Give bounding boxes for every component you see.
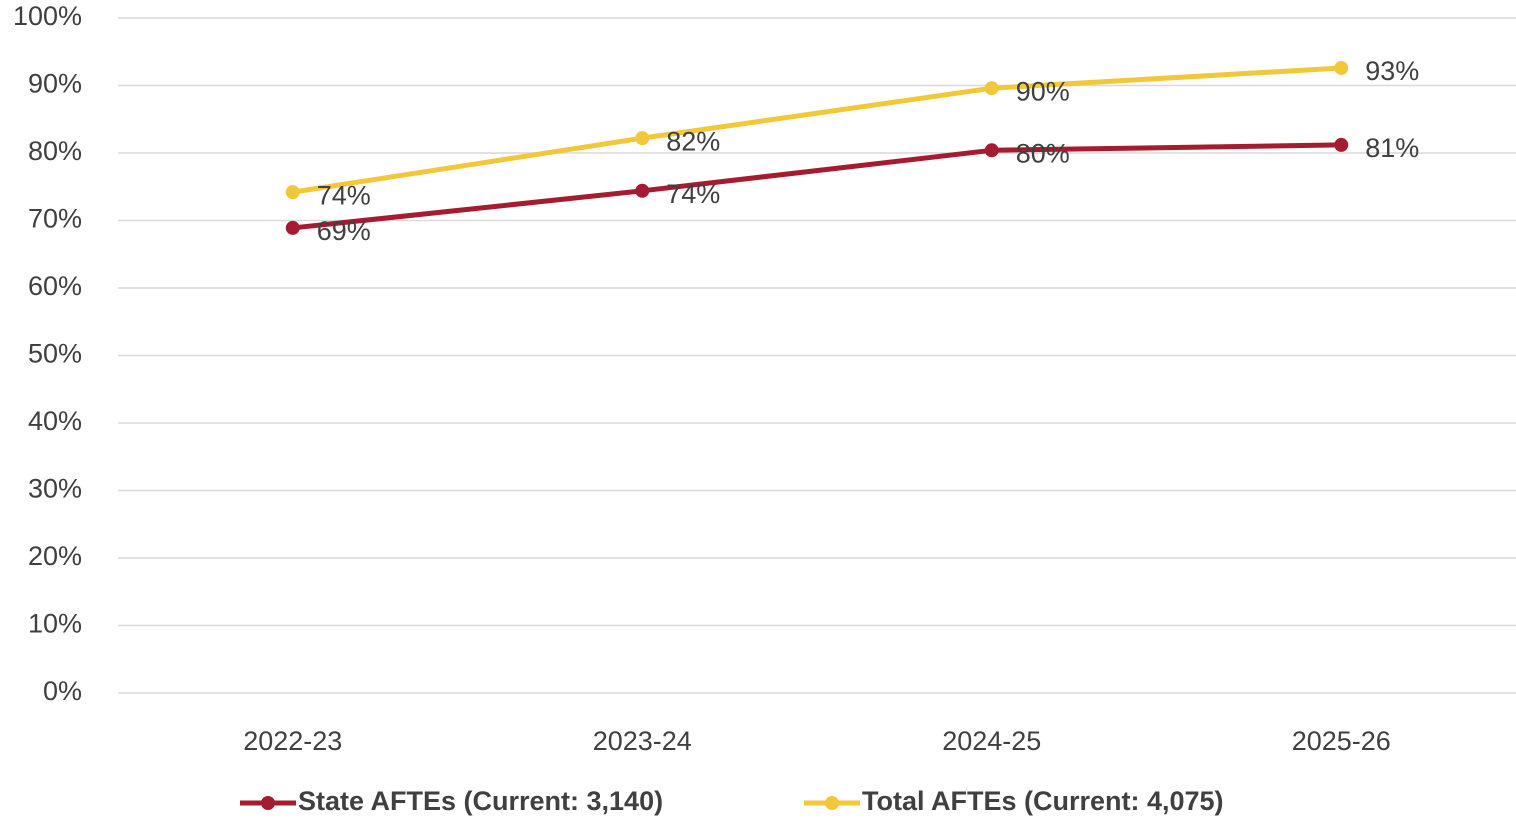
legend-text: State AFTEs (Current: 3,140) xyxy=(298,786,663,816)
y-tick-label: 80% xyxy=(28,136,82,166)
point xyxy=(1334,60,1349,75)
y-tick-label: 30% xyxy=(28,474,82,504)
y-tick-label: 100% xyxy=(13,1,82,31)
data-label: 74% xyxy=(666,179,720,209)
point xyxy=(635,183,650,198)
x-tick-label: 2024-25 xyxy=(942,726,1041,756)
point xyxy=(285,220,300,235)
legend-marker xyxy=(261,796,275,810)
series-line xyxy=(292,142,1342,231)
y-tick-label: 70% xyxy=(28,204,82,234)
data-label: 80% xyxy=(1016,138,1070,168)
data-label: 93% xyxy=(1365,56,1419,86)
series-line xyxy=(292,65,1342,195)
data-label: 82% xyxy=(666,126,720,156)
x-tick-label: 2023-24 xyxy=(593,726,692,756)
legend-marker xyxy=(825,796,839,810)
point xyxy=(635,131,650,146)
y-tick-label: 90% xyxy=(28,69,82,99)
point xyxy=(984,81,999,96)
point xyxy=(285,185,300,200)
data-label: 69% xyxy=(317,216,371,246)
y-tick-label: 40% xyxy=(28,406,82,436)
data-label: 74% xyxy=(317,180,371,210)
x-tick-label: 2025-26 xyxy=(1292,726,1391,756)
point xyxy=(984,143,999,158)
y-tick-label: 50% xyxy=(28,339,82,369)
y-tick-label: 60% xyxy=(28,271,82,301)
data-label: 81% xyxy=(1365,133,1419,163)
y-tick-label: 0% xyxy=(43,676,82,706)
data-label: 90% xyxy=(1016,76,1070,106)
x-tick-label: 2022-23 xyxy=(243,726,342,756)
y-tick-label: 10% xyxy=(28,609,82,639)
y-tick-label: 20% xyxy=(28,541,82,571)
legend-text: Total AFTEs (Current: 4,075) xyxy=(862,786,1224,816)
point xyxy=(1334,137,1349,152)
